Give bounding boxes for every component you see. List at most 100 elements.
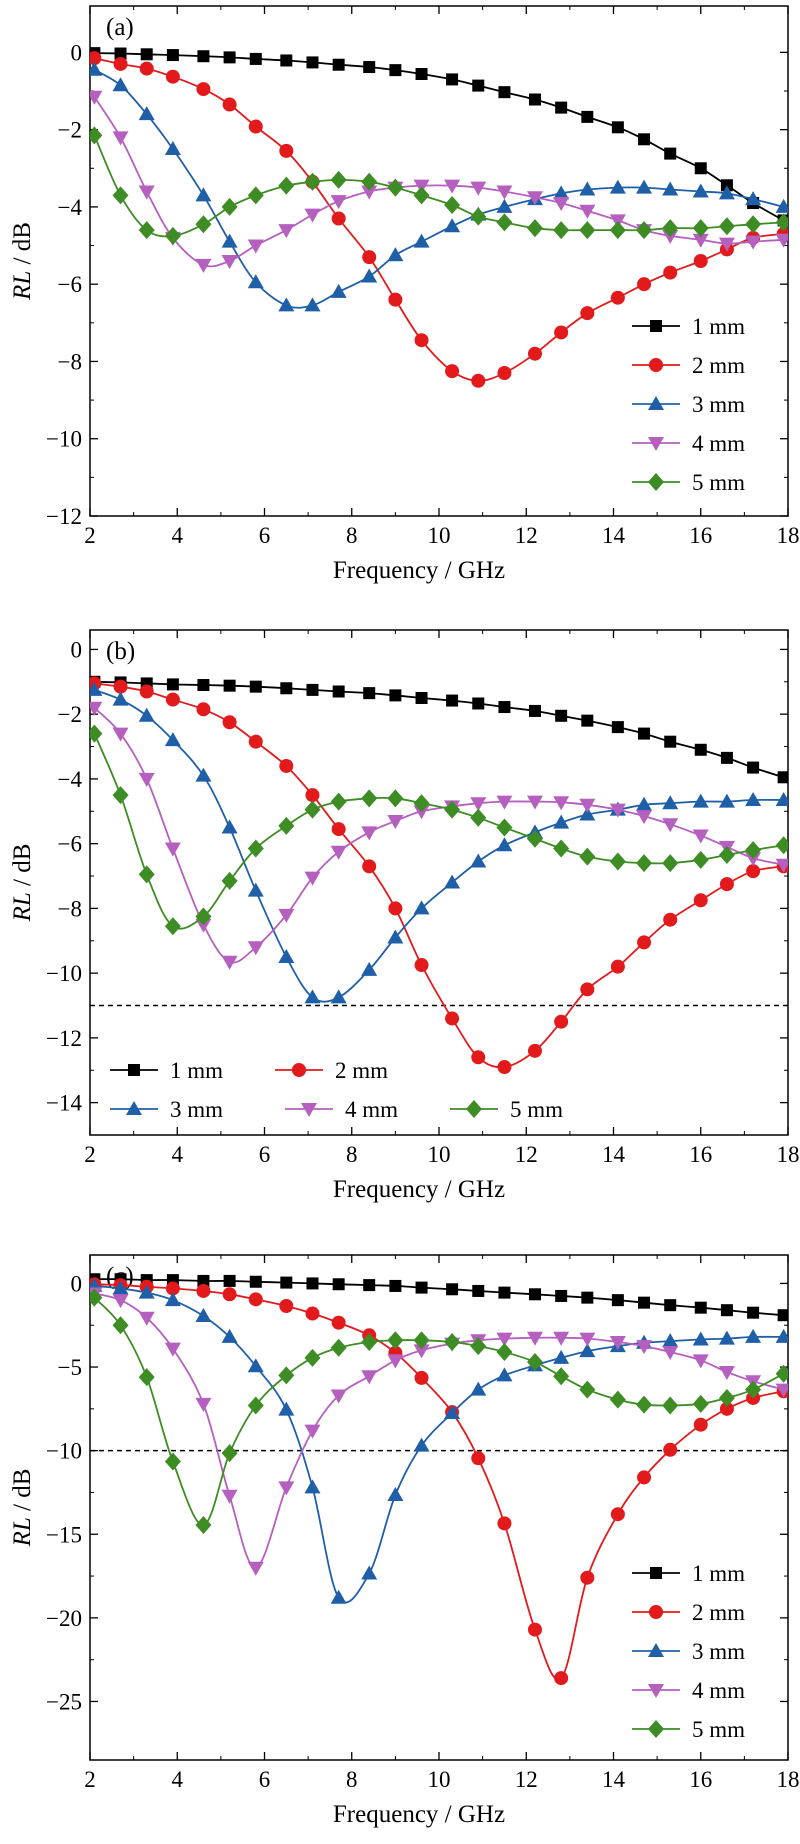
data-point <box>497 1516 512 1531</box>
series-line <box>94 680 784 779</box>
x-tick-label: 4 <box>172 1767 184 1792</box>
data-point <box>90 724 103 743</box>
data-point <box>664 1299 677 1312</box>
data-point <box>330 283 347 298</box>
data-point <box>692 1354 709 1369</box>
data-point <box>611 121 624 134</box>
data-point <box>555 101 568 114</box>
data-point <box>553 1349 570 1364</box>
y-tick-label: −4 <box>58 767 83 792</box>
data-point <box>363 1279 376 1292</box>
legend-marker <box>650 320 662 332</box>
data-point <box>90 61 103 76</box>
data-point <box>249 52 262 65</box>
data-point <box>555 1289 568 1302</box>
legend-marker <box>466 1100 482 1118</box>
data-point <box>361 185 378 200</box>
data-point <box>777 771 788 784</box>
legend-label: 4 mm <box>692 1678 745 1703</box>
x-tick-label: 14 <box>602 523 626 548</box>
data-point <box>389 689 402 702</box>
data-point <box>775 858 788 873</box>
legend-label: 4 mm <box>345 1097 398 1122</box>
legend-label: 5 mm <box>692 470 745 495</box>
data-point <box>718 845 735 864</box>
data-point <box>138 221 155 240</box>
data-point <box>579 806 596 821</box>
data-point <box>444 195 461 214</box>
data-point <box>497 366 512 381</box>
data-point <box>446 73 459 86</box>
series-3 <box>90 61 788 312</box>
data-point <box>138 772 155 787</box>
legend-label: 4 mm <box>692 431 745 456</box>
data-point <box>579 847 596 866</box>
data-point <box>581 1291 594 1304</box>
data-point <box>249 1275 262 1288</box>
data-point <box>387 1354 404 1369</box>
data-point <box>609 221 626 240</box>
data-point <box>470 207 487 226</box>
x-tick-label: 18 <box>777 1142 800 1167</box>
data-point <box>611 1294 624 1307</box>
x-tick-label: 18 <box>777 523 800 548</box>
data-point <box>610 1507 625 1522</box>
data-point <box>526 191 543 206</box>
data-point <box>332 1278 345 1291</box>
data-point <box>221 1444 238 1463</box>
data-point <box>414 1370 429 1385</box>
legend-label: 5 mm <box>692 1717 745 1742</box>
data-point <box>362 859 377 874</box>
data-point <box>197 1274 210 1287</box>
legend-marker <box>648 473 664 491</box>
legend-item: 2 mm <box>632 353 745 378</box>
data-point <box>164 732 181 747</box>
data-point <box>112 131 129 146</box>
data-point <box>221 871 238 890</box>
data-point <box>664 735 677 748</box>
data-point <box>445 364 460 379</box>
data-point <box>444 1405 461 1420</box>
data-point <box>112 691 129 706</box>
data-point <box>278 297 295 312</box>
data-point <box>527 1043 542 1058</box>
data-point <box>554 1671 569 1686</box>
data-point <box>555 709 568 722</box>
data-point <box>692 1394 709 1413</box>
data-point <box>553 1367 570 1386</box>
legend-item: 4 mm <box>632 431 745 456</box>
legend-marker <box>126 1101 142 1115</box>
data-point <box>580 306 595 321</box>
y-axis-title: RL / dB <box>9 1469 36 1548</box>
data-point <box>196 1283 211 1298</box>
data-point <box>718 793 735 808</box>
data-point <box>496 1367 513 1382</box>
data-point <box>114 47 127 60</box>
data-point <box>363 687 376 700</box>
data-point <box>528 1288 541 1301</box>
legend-label: 1 mm <box>692 1561 745 1586</box>
data-point <box>472 79 485 92</box>
data-point <box>112 1294 129 1309</box>
data-point <box>775 791 788 806</box>
data-point <box>331 1315 346 1330</box>
data-point <box>415 691 428 704</box>
data-point <box>361 961 378 976</box>
data-point <box>554 325 569 340</box>
x-tick-label: 16 <box>689 1142 712 1167</box>
data-point <box>305 1306 320 1321</box>
data-point <box>389 1279 402 1292</box>
data-point <box>221 955 238 970</box>
y-tick-label: −6 <box>58 272 82 297</box>
y-tick-label: −15 <box>46 1522 82 1547</box>
data-point <box>610 959 625 974</box>
data-point <box>692 1331 709 1346</box>
data-point <box>694 162 707 175</box>
y-tick-label: −2 <box>58 702 82 727</box>
data-point <box>496 795 513 810</box>
data-point <box>387 1486 404 1501</box>
data-point <box>195 907 212 926</box>
data-point <box>526 1353 543 1372</box>
data-point <box>526 829 543 848</box>
data-point <box>278 1481 295 1496</box>
